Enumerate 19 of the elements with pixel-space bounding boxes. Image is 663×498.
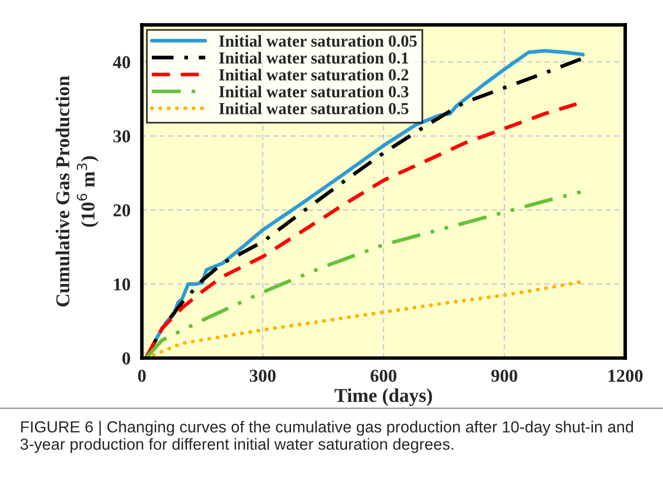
y-tick-label: 40 [112,56,130,68]
y-tick-label: 0 [122,352,130,365]
x-tick-label: 300 [250,370,276,382]
legend-label: Initial water saturation 0.2 [219,68,408,81]
legend-label: Initial water saturation 0.3 [219,86,408,98]
x-tick-label: 1200 [608,370,643,382]
x-tick-label: 0 [138,370,146,382]
y-axis-title: Cumulative Gas Production (10$^{6}$ m$^{3}$) [56,76,99,306]
x-tick-label: 600 [370,370,396,382]
legend-label: Initial water saturation 0.05 [219,35,417,47]
legend-label: Initial water saturation 0.1 [219,52,408,64]
y-tick-label: 10 [114,278,130,290]
x-tick-label: 900 [491,370,518,382]
legend-label: Initial water saturation 0.5 [219,102,408,114]
y-tick-label: 30 [113,130,130,142]
y-tick-label: 20 [113,204,130,216]
line-series [144,280,583,358]
caption: FIGURE 6 | Changing curves of the cumulative gas production after 10-day shut-in and 3-year production for different initial water saturation degrees. [20,420,633,453]
x-axis-title: Time (days) [334,388,432,406]
